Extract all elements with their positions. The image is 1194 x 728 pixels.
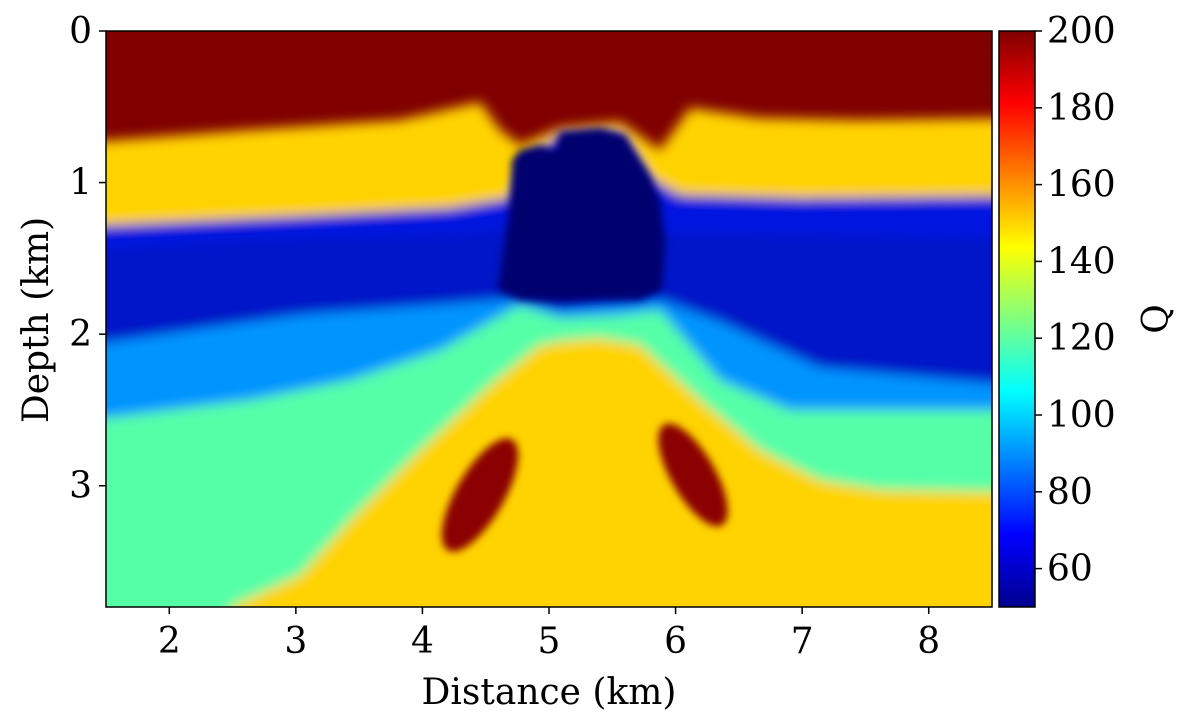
colorbar-ticks: 60 80 100 120 140 160 180 200: [1035, 11, 1116, 590]
colorbar-tick-label: 160: [1047, 165, 1116, 206]
colorbar-tick-label: 60: [1047, 549, 1093, 590]
x-tick-label: 8: [917, 621, 940, 662]
layer-deep-basement: [230, 338, 992, 607]
q-heatmap: [106, 31, 992, 607]
x-axis-label: Distance (km): [422, 672, 677, 713]
y-axis-ticks: 0 1 2 3: [69, 11, 106, 507]
y-tick-label: 2: [69, 314, 92, 355]
colorbar-tick-label: 180: [1047, 88, 1116, 129]
colorbar-tick-label: 120: [1047, 318, 1116, 359]
colorbar-tick-label: 140: [1047, 241, 1116, 282]
x-tick-label: 2: [158, 621, 181, 662]
x-axis-ticks: 2 3 4 5 6 7 8: [158, 607, 940, 662]
x-tick-label: 3: [284, 621, 307, 662]
anomaly-left-high-q: [441, 438, 519, 552]
anomaly-central-low-q: [498, 128, 665, 302]
y-tick-label: 0: [69, 11, 92, 52]
y-tick-label: 1: [69, 163, 92, 204]
colorbar-label: Q: [1136, 304, 1177, 334]
colorbar-tick-label: 200: [1047, 11, 1116, 52]
x-tick-label: 7: [791, 621, 814, 662]
anomaly-right-high-q: [658, 423, 728, 527]
x-tick-label: 5: [538, 621, 561, 662]
colorbar-tick-label: 100: [1047, 395, 1116, 436]
x-tick-label: 4: [411, 621, 434, 662]
colorbar-tick-label: 80: [1047, 472, 1093, 513]
x-tick-label: 6: [664, 621, 687, 662]
colorbar: [998, 30, 1036, 608]
y-tick-label: 3: [69, 466, 92, 507]
y-axis-label: Depth (km): [16, 217, 57, 423]
